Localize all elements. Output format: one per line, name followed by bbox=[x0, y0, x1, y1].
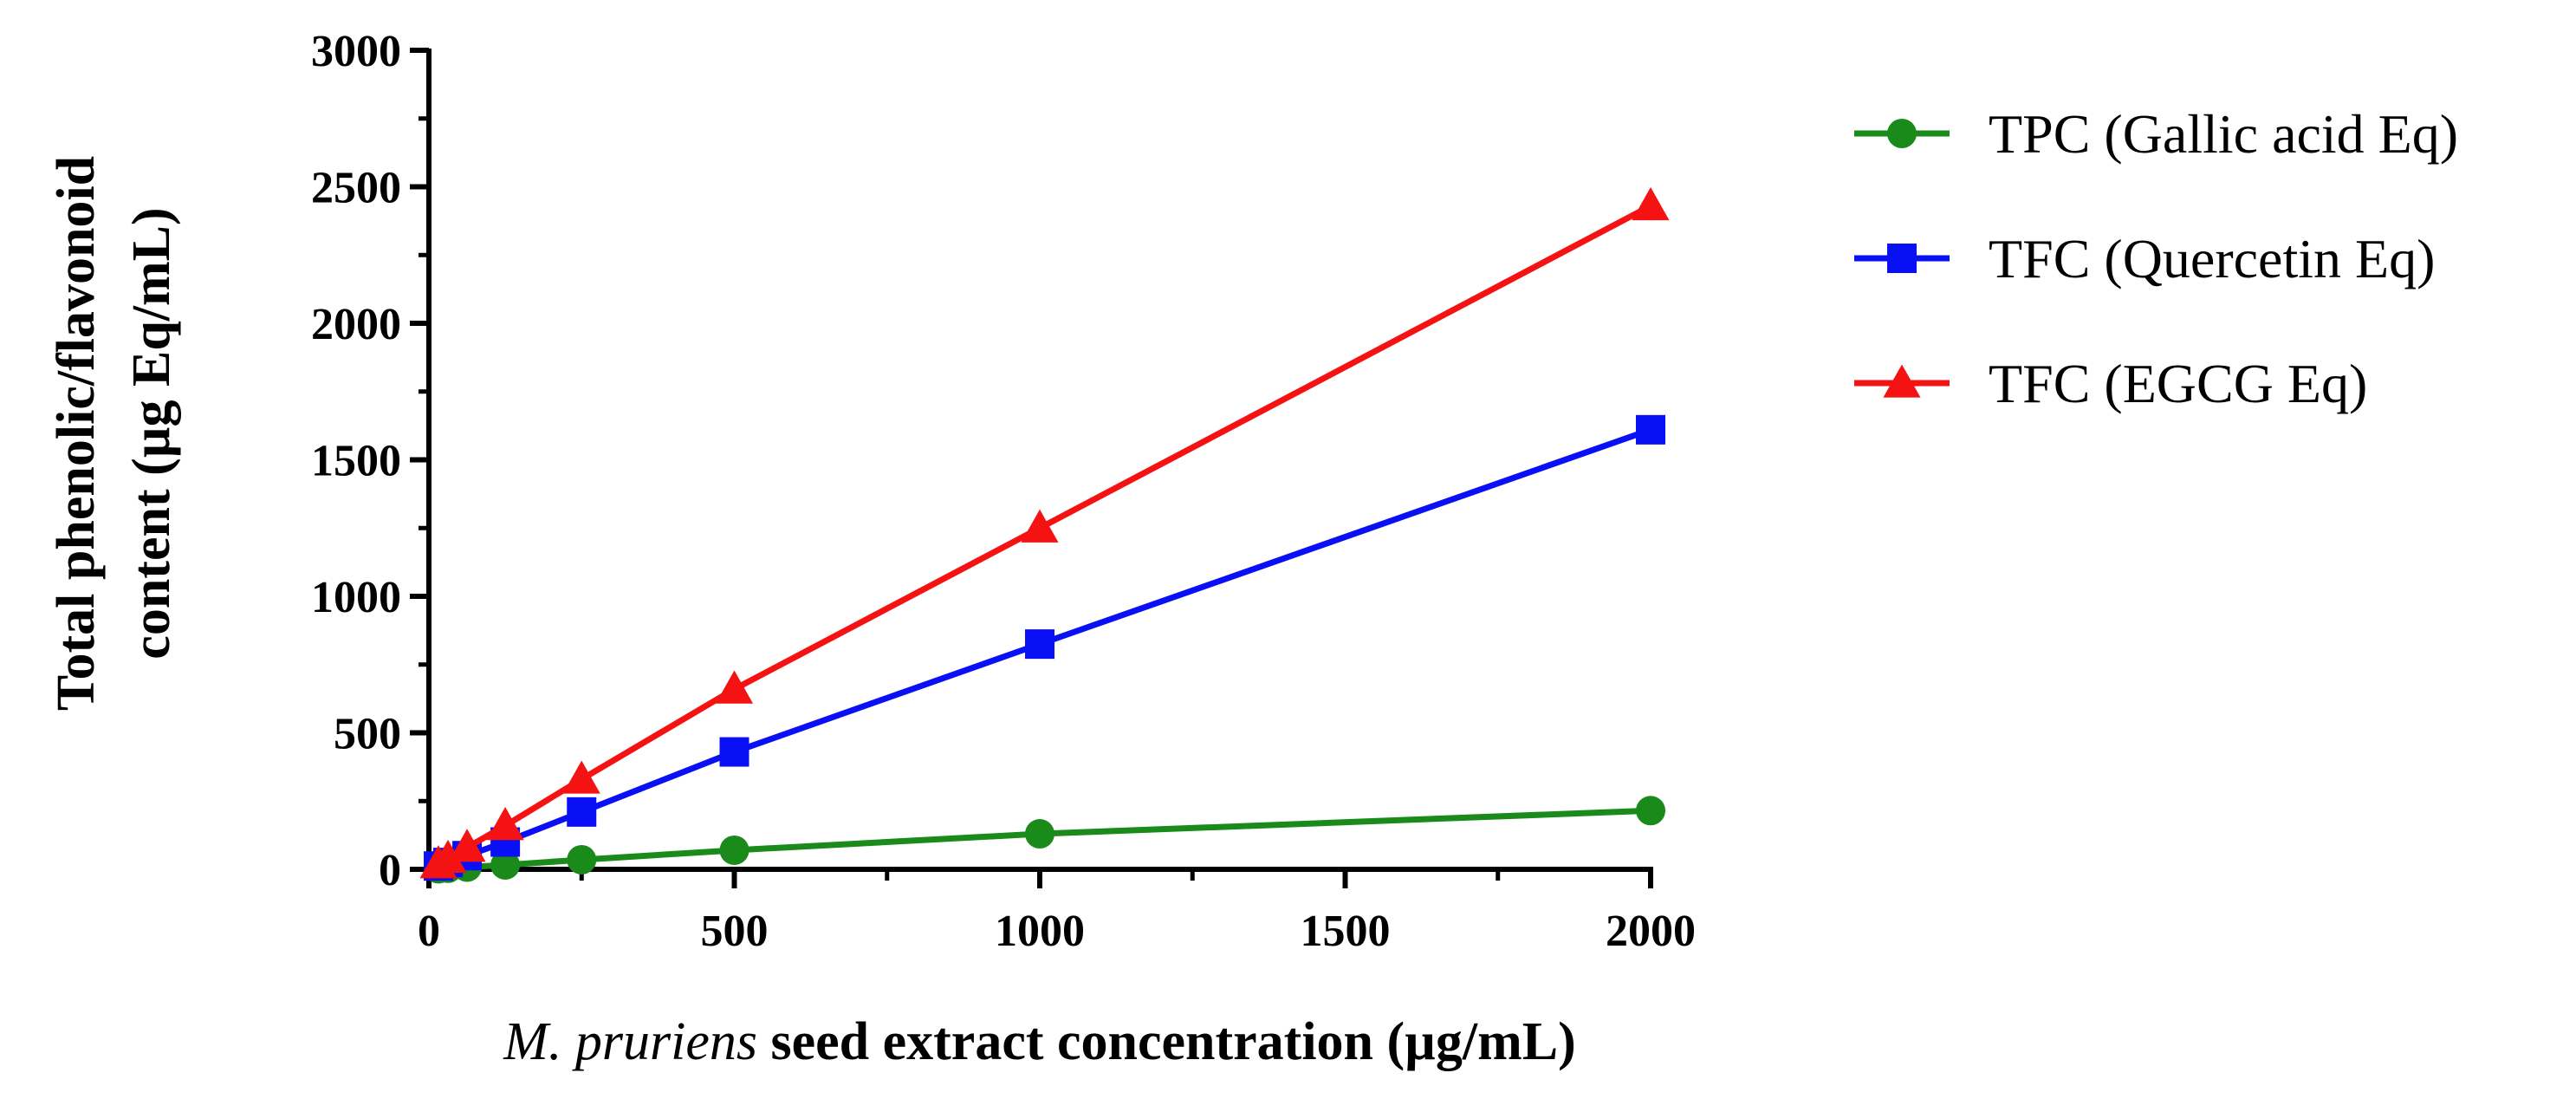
y-tick-label-1500: 1500 bbox=[311, 437, 401, 486]
x-tick-label-500: 500 bbox=[701, 907, 769, 956]
y-tick-label-2500: 2500 bbox=[311, 164, 401, 213]
y-tick-label-500: 500 bbox=[334, 710, 401, 759]
legend-marker-1 bbox=[1887, 244, 1917, 273]
legend-item-0: TPC (Gallic acid Eq) bbox=[1854, 103, 2458, 165]
data-point-2-6 bbox=[1021, 509, 1059, 543]
data-point-0-4 bbox=[567, 844, 597, 875]
y-tick-label-0: 0 bbox=[379, 846, 401, 895]
data-point-1-7 bbox=[1636, 414, 1665, 445]
x-tick-label-0: 0 bbox=[418, 907, 440, 956]
axis-titles: Total phenolic/flavonoid content (µg Eq/… bbox=[47, 156, 1576, 1071]
data-point-2-1 bbox=[429, 839, 467, 874]
data-point-0-3 bbox=[490, 849, 521, 880]
y-axis-title-line2: content (µg Eq/mL) bbox=[122, 207, 181, 659]
x-axis-title: M. pruriens seed extract concentration (… bbox=[503, 1012, 1576, 1071]
x-axis-title-rest: seed extract concentration (µg/mL) bbox=[757, 1012, 1576, 1071]
legend-item-1: TFC (Quercetin Eq) bbox=[1854, 228, 2435, 289]
x-tick-label-1000: 1000 bbox=[995, 907, 1085, 956]
data-point-1-6 bbox=[1025, 629, 1054, 660]
data-point-2-5 bbox=[715, 670, 754, 704]
x-axis-title-italic: M. pruriens bbox=[503, 1012, 757, 1071]
data-point-2-2 bbox=[448, 829, 486, 862]
y-tick-label-1000: 1000 bbox=[311, 573, 401, 622]
data-point-2-7 bbox=[1632, 187, 1670, 221]
y-axis-title-line1: Total phenolic/flavonoid bbox=[47, 156, 106, 711]
legend-marker-2 bbox=[1883, 364, 1921, 398]
legend-label-2: TFC (EGCG Eq) bbox=[1989, 353, 2367, 414]
legend-item-2: TFC (EGCG Eq) bbox=[1854, 353, 2367, 414]
data-point-0-7 bbox=[1636, 796, 1665, 826]
data-point-1-5 bbox=[719, 737, 749, 767]
x-tick-label-2000: 2000 bbox=[1606, 907, 1696, 956]
data-point-0-6 bbox=[1025, 819, 1054, 849]
series-2 bbox=[419, 187, 1670, 879]
legend-label-0: TPC (Gallic acid Eq) bbox=[1989, 103, 2458, 165]
legend-marker-0 bbox=[1887, 119, 1917, 148]
data-point-1-4 bbox=[567, 797, 597, 827]
legend: TPC (Gallic acid Eq) TFC (Quercetin Eq) TF… bbox=[1854, 103, 2458, 414]
x-tick-label-1500: 1500 bbox=[1301, 907, 1391, 956]
data-point-0-5 bbox=[719, 835, 749, 865]
legend-label-1: TFC (Quercetin Eq) bbox=[1989, 228, 2435, 289]
series-1 bbox=[424, 414, 1665, 881]
series-group bbox=[419, 187, 1670, 884]
axes: 0 500 1000 1500 2000 2500 3000 0 500 1000 1500 2000 bbox=[311, 27, 1696, 956]
y-tick-label-3000: 3000 bbox=[311, 27, 401, 76]
y-tick-label-2000: 2000 bbox=[311, 300, 401, 349]
data-point-2-3 bbox=[486, 807, 524, 841]
data-point-2-4 bbox=[562, 760, 600, 794]
